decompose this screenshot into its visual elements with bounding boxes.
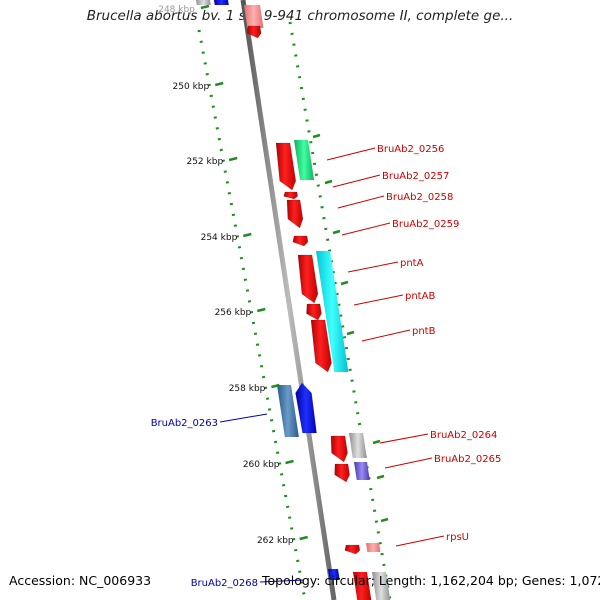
map-title: Brucella abortus bv. 1 str. 9-941 chromo… xyxy=(86,8,514,24)
gene-label[interactable]: BruAb2_0265 xyxy=(434,454,501,465)
kbp-tick-mark xyxy=(299,535,308,541)
gene-label-leader xyxy=(341,222,391,236)
gene-label-leader xyxy=(326,147,376,161)
outer-tick-mark xyxy=(346,330,355,336)
outer-tick-mark xyxy=(380,517,389,523)
gene-label[interactable]: pntA xyxy=(400,258,424,269)
gene-block xyxy=(316,251,349,372)
outer-tick-mark xyxy=(372,439,381,445)
gene-label-leader xyxy=(332,174,381,188)
gene-block xyxy=(354,462,370,480)
gene-label-leader xyxy=(384,457,433,469)
kbp-tick-label: 260 kbp xyxy=(243,460,280,470)
gene-label[interactable]: BruAb2_0264 xyxy=(430,430,497,441)
gene-block xyxy=(328,569,340,580)
gene-arrow xyxy=(297,254,319,304)
gene-arrow xyxy=(334,463,350,483)
kbp-tick-label: 252 kbp xyxy=(186,157,223,167)
kbp-tick-label: 258 kbp xyxy=(229,384,266,394)
gene-block xyxy=(196,0,211,5)
gene-label[interactable]: BruAb2_0268 xyxy=(191,578,258,589)
gene-arrow xyxy=(310,319,332,373)
kbp-tick-mark xyxy=(214,81,224,87)
kbp-tick-label: 254 kbp xyxy=(201,233,238,243)
kbp-tick-mark xyxy=(228,156,238,162)
gene-block xyxy=(349,433,367,458)
kbp-tick-mark xyxy=(200,4,210,10)
gene-label[interactable]: pntAB xyxy=(405,291,435,302)
chromosome-backbone xyxy=(240,0,337,600)
gene-arrow xyxy=(344,544,361,555)
gene-arrow xyxy=(292,235,309,247)
gene-label-leader xyxy=(361,329,411,342)
gene-arrow xyxy=(246,25,262,39)
outer-tick-mark xyxy=(332,229,341,235)
gene-block xyxy=(244,5,264,28)
gene-label-leader xyxy=(259,579,305,583)
gene-arrow xyxy=(275,142,297,191)
gene-label-leader xyxy=(219,413,268,423)
gene-label-leader xyxy=(379,433,429,444)
kbp-tick-mark xyxy=(285,459,294,465)
gene-label[interactable]: BruAb2_0257 xyxy=(382,171,449,182)
gene-label[interactable]: pntB xyxy=(412,326,436,337)
gene-arrow xyxy=(283,191,298,200)
outer-tick-mark xyxy=(324,179,333,185)
gene-label[interactable]: BruAb2_0263 xyxy=(151,418,218,429)
gene-features xyxy=(196,0,391,600)
gene-block xyxy=(353,572,372,600)
outer-tick-mark xyxy=(376,474,385,480)
gene-label-leader xyxy=(337,195,385,209)
accession-text: Accession: NC_006933 xyxy=(9,573,152,588)
gene-label[interactable]: BruAb2_0259 xyxy=(392,219,459,230)
outer-tick-mark xyxy=(312,133,321,139)
gene-arrow xyxy=(306,303,322,321)
gene-label-leader xyxy=(395,535,445,547)
gene-label-leader xyxy=(347,261,399,273)
kbp-tick-label: 256 kbp xyxy=(215,308,252,318)
kbp-tick-mark xyxy=(256,307,266,313)
kbp-tick-label: 250 kbp xyxy=(173,82,210,92)
gene-arrow xyxy=(295,382,317,434)
outer-tick-mark xyxy=(340,280,349,286)
gene-block xyxy=(372,572,391,600)
kbp-tick-label: 248 kbp xyxy=(158,5,195,15)
gene-arrow xyxy=(330,435,348,463)
topology-text: Topology: circular; Length: 1,162,204 bp… xyxy=(262,573,600,588)
gene-block xyxy=(366,543,381,552)
gene-labels: BruAb2_0256 BruAb2_0257 BruAb2_0258 BruAb2_… xyxy=(151,144,502,589)
gene-label[interactable]: rpsU xyxy=(446,532,469,543)
gene-label[interactable]: BruAb2_0256 xyxy=(377,144,444,155)
kbp-tick-mark xyxy=(243,232,252,238)
gene-label[interactable]: BruAb2_0258 xyxy=(386,192,453,203)
gene-arrow xyxy=(286,199,304,229)
gene-block xyxy=(214,0,229,5)
ring-dotted-line xyxy=(288,21,392,600)
kbp-tick-label: 262 kbp xyxy=(257,536,294,546)
gene-block xyxy=(277,385,299,437)
gene-label-leader xyxy=(353,294,404,306)
kbp-scale: 248 kbp 250 kbp 252 kbp 254 kbp 256 kbp 258 k… xyxy=(158,4,389,546)
gene-block xyxy=(294,140,315,180)
